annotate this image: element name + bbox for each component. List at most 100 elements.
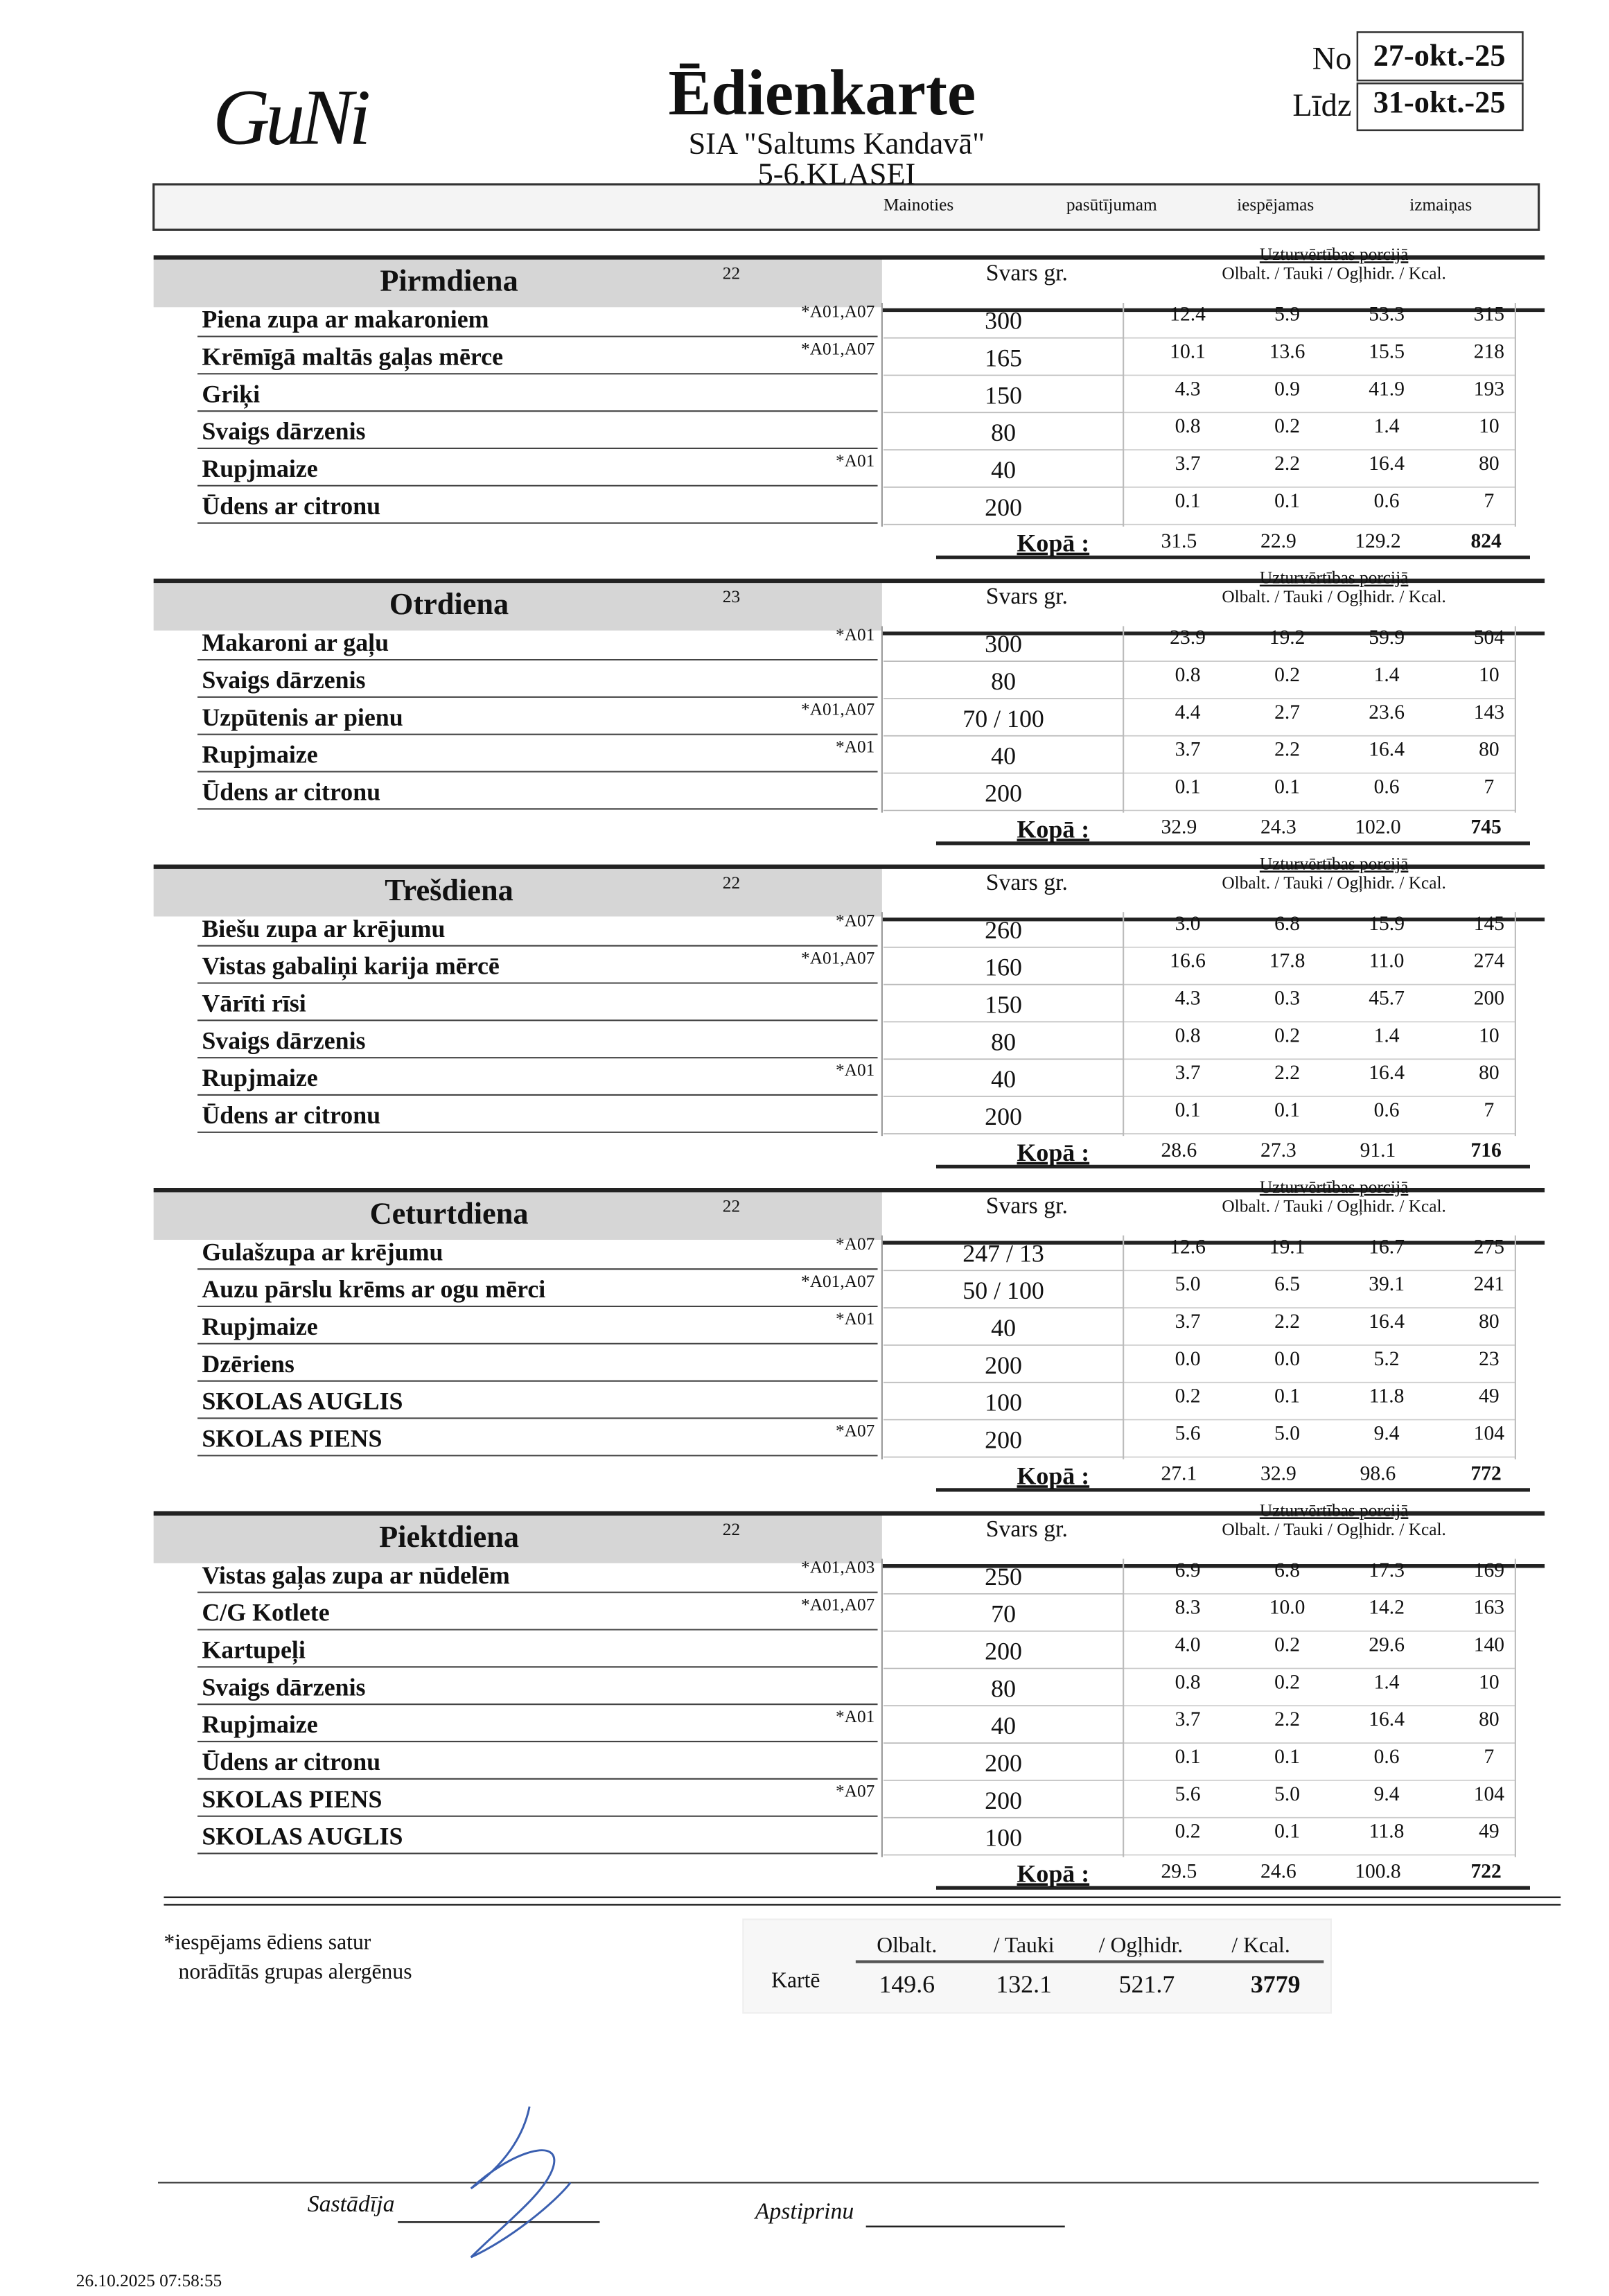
footer-note: *iespējams ēdiens satur [164, 1930, 371, 1954]
nutrition-value: 80 [1479, 1311, 1500, 1333]
day-name: Ceturtdiena [370, 1196, 529, 1230]
nutrition-value: 11.8 [1369, 1821, 1405, 1843]
nutrition-value: 17.8 [1269, 950, 1305, 972]
dish-name: Biešu zupa ar krējumu [202, 915, 445, 943]
dish-name: Dzēriens [202, 1350, 294, 1378]
nutrition-value: 29.6 [1369, 1634, 1405, 1656]
day-mark: 22 [723, 264, 740, 283]
dish-name: Auzu pārslu krēms ar ogu mērci [202, 1275, 545, 1303]
weight: 80 [991, 1674, 1016, 1702]
weight: 165 [985, 344, 1022, 372]
nutrition-value: 15.5 [1369, 341, 1405, 363]
weight: 150 [985, 381, 1022, 409]
dish-name: Ūdens ar citronu [202, 1748, 380, 1776]
allergens: *A01 [836, 451, 874, 471]
dish-name: Rupjmaize [202, 1064, 317, 1092]
weight: 200 [985, 1103, 1022, 1130]
weight: 260 [985, 916, 1022, 944]
nutrition-value: 13.6 [1269, 341, 1305, 363]
dish-name: Svaigs dārzenis [202, 666, 365, 694]
weight: 200 [985, 1749, 1022, 1777]
nutrition-value: 5.0 [1175, 1273, 1201, 1295]
weight: 80 [991, 419, 1016, 446]
date-box [1356, 82, 1524, 132]
total-value: 24.6 [1260, 1861, 1296, 1883]
nutrition-value: 104 [1474, 1423, 1505, 1445]
company: SIA "Saltums Kandavā" [689, 126, 985, 160]
logo: GuNi [213, 73, 369, 161]
dish-name: Makaroni ar gaļu [202, 629, 389, 658]
day-name: Otrdiena [389, 587, 509, 621]
nutrition-value: 12.4 [1170, 304, 1206, 326]
total-value: 31.5 [1161, 530, 1197, 552]
date-box [1356, 31, 1524, 82]
nutrition-value: 169 [1474, 1559, 1504, 1581]
nutrition-value: 140 [1474, 1634, 1504, 1656]
nutrition-value: 4.3 [1175, 988, 1201, 1010]
nutrition-value: 16.4 [1369, 1311, 1405, 1333]
day-mark: 22 [723, 1520, 740, 1539]
weight: 300 [985, 630, 1022, 658]
nutrition-value: 16.4 [1369, 1708, 1405, 1730]
allergens: *A01 [836, 737, 874, 757]
date-to: 31-okt.-25 [1373, 85, 1506, 119]
date-from: 27-okt.-25 [1373, 39, 1506, 73]
nutrition-value: 5.6 [1175, 1783, 1201, 1805]
dish-name: Ūdens ar citronu [202, 1101, 380, 1129]
nutrition-value: 274 [1474, 950, 1505, 972]
nutrition-value: 4.0 [1175, 1634, 1201, 1656]
dish-name: Rupjmaize [202, 1710, 317, 1738]
nutrition-value: 3.7 [1175, 1708, 1201, 1730]
nutrition-value: 3.7 [1175, 1311, 1201, 1333]
nutrition-value: 3.7 [1175, 739, 1201, 761]
dish-name: Vistas gabaliņi karija mērcē [202, 952, 499, 981]
signature [470, 2106, 572, 2259]
allergens: *A01,A07 [801, 1272, 874, 1291]
weight: 70 [991, 1600, 1016, 1628]
day-mark: 22 [723, 1196, 740, 1216]
allergens: *A01 [836, 1060, 874, 1080]
nutrition-value: 275 [1474, 1236, 1504, 1258]
nutrition-value: 3.7 [1175, 1062, 1201, 1084]
day-name: Piektdiena [379, 1520, 519, 1554]
nutrition-value: 2.2 [1274, 739, 1300, 761]
total-label: Kopā : [1017, 1462, 1090, 1489]
nutrition-header: Uzturvērtības porcijā [1260, 854, 1409, 873]
nutrition-value: 0.8 [1175, 1024, 1201, 1046]
weight: 40 [991, 1314, 1016, 1342]
allergens: *A07 [836, 911, 874, 931]
dish-name: Ūdens ar citronu [202, 492, 380, 520]
weight: 40 [991, 1712, 1016, 1739]
summary-box [742, 1918, 1332, 2014]
nutrition-value: 143 [1474, 701, 1504, 724]
notice-word: iespējamas [1237, 195, 1314, 214]
nutrition-value: 59.9 [1369, 626, 1405, 649]
total-value: 27.3 [1260, 1139, 1296, 1162]
nutrition-value: 6.8 [1274, 1559, 1300, 1581]
nutrition-value: 23 [1479, 1348, 1500, 1370]
weight: 200 [985, 1426, 1022, 1454]
weight: 200 [985, 1351, 1022, 1379]
allergens: *A01,A07 [801, 302, 874, 322]
weight: 100 [985, 1389, 1022, 1417]
dish-name: SKOLAS PIENS [202, 1785, 382, 1813]
summary-header: / Tauki [994, 1933, 1055, 1957]
nutrition-value: 200 [1474, 988, 1504, 1010]
nutrition-value: 7 [1484, 1099, 1494, 1121]
timestamp: 26.10.2025 07:58:55 [76, 2271, 222, 2290]
dish-name: Ūdens ar citronu [202, 778, 380, 805]
nutrition-value: 19.2 [1269, 626, 1305, 649]
nutrition-value: 9.4 [1374, 1423, 1400, 1445]
total-label: Kopā : [1017, 529, 1090, 557]
nutrition-value: 16.6 [1170, 950, 1206, 972]
total-value: 32.9 [1260, 1463, 1296, 1485]
nutrition-value: 5.0 [1274, 1783, 1300, 1805]
nutrition-value: 0.2 [1175, 1821, 1201, 1843]
day-band [153, 581, 882, 631]
nutrition-value: 7 [1484, 1746, 1494, 1768]
nutrition-header: Uzturvērtības porcijā [1260, 1177, 1409, 1197]
weight: 247 / 13 [962, 1239, 1044, 1267]
weight: 100 [985, 1824, 1022, 1852]
nutrition-value: 0.1 [1175, 776, 1201, 798]
